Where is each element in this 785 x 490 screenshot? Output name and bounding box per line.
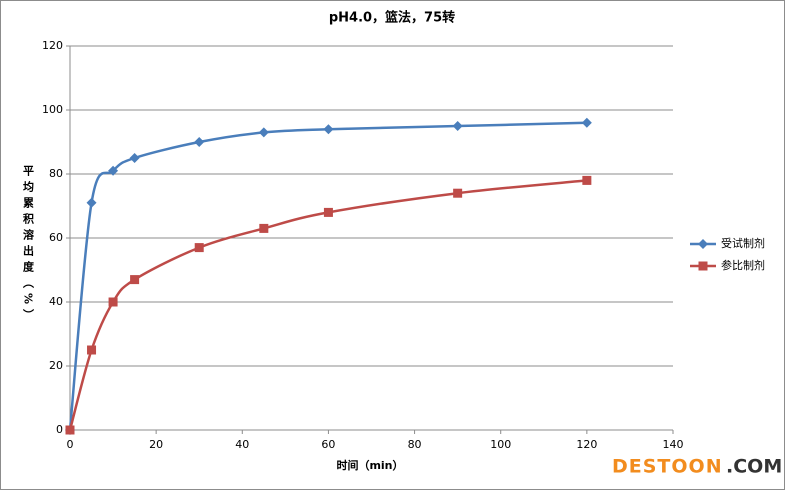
x-tick-label: 80: [408, 438, 422, 451]
data-point: [581, 117, 592, 128]
y-axis-label: 平均累积溶出度（%）: [22, 165, 36, 325]
data-point: [108, 297, 118, 307]
x-tick-label: 40: [235, 438, 249, 451]
data-point: [129, 153, 140, 163]
data-point: [258, 127, 269, 138]
legend-marker: [698, 261, 708, 271]
x-tick-label: 100: [490, 438, 511, 451]
x-tick-label: 120: [576, 438, 597, 451]
chart-title: pH4.0，篮法，75转: [329, 10, 455, 26]
data-point: [259, 223, 269, 233]
watermark-domain: .COM: [726, 456, 782, 478]
y-tick-label: 60: [49, 231, 63, 244]
data-point: [130, 275, 140, 285]
data-point: [108, 165, 119, 176]
y-tick-label: 0: [56, 423, 63, 436]
legend-label: 参比制剂: [721, 258, 765, 272]
y-tick-label: 100: [42, 103, 63, 116]
data-point: [65, 425, 75, 435]
watermark-brand: DESTOON: [612, 456, 723, 478]
data-point: [194, 243, 204, 253]
y-tick-label: 20: [49, 359, 63, 372]
data-point: [453, 188, 463, 198]
x-tick-label: 20: [149, 438, 163, 451]
x-tick-label: 140: [663, 438, 684, 451]
legend-marker: [698, 239, 708, 249]
data-point: [582, 175, 592, 185]
y-tick-label: 120: [42, 39, 63, 52]
y-tick-label: 80: [49, 167, 63, 180]
series-line: [68, 179, 587, 431]
legend-label: 受试制剂: [721, 236, 765, 250]
data-point: [194, 137, 205, 147]
data-point: [87, 345, 97, 355]
x-axis-label: 时间（min）: [336, 458, 403, 472]
data-point: [86, 197, 97, 208]
y-tick-label: 40: [49, 295, 63, 308]
x-tick-label: 60: [321, 438, 335, 451]
data-point: [452, 121, 463, 131]
data-point: [323, 207, 333, 217]
x-tick-label: 0: [67, 438, 74, 451]
data-point: [323, 124, 334, 135]
